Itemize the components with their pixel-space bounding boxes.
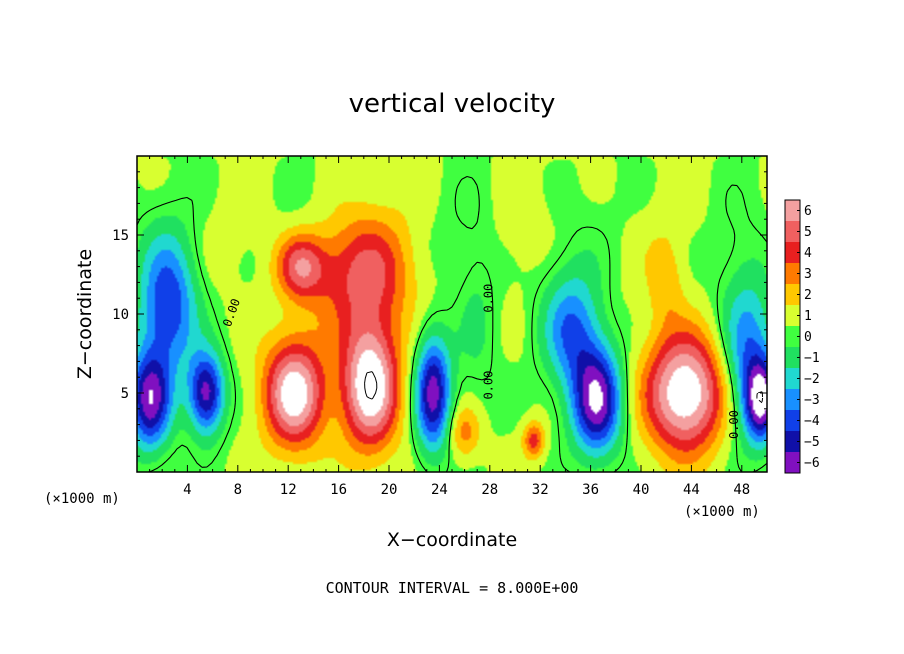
colorbar-swatch xyxy=(785,347,800,369)
plot-area: 0.00 0.000.000.00 xyxy=(136,155,768,473)
contour-label: 0.00 xyxy=(481,284,495,313)
colorbar-swatch xyxy=(785,221,800,243)
x-tick-label: 4 xyxy=(183,482,191,498)
contour-interval-note: CONTOUR INTERVAL = 8.000E+00 xyxy=(326,579,579,597)
colorbar-label: 5 xyxy=(804,225,812,240)
colorbar-swatch xyxy=(785,368,800,390)
x-tick-label: 36 xyxy=(582,482,599,498)
colorbar-swatch xyxy=(785,452,800,474)
y-axis-label: Z−coordinate xyxy=(74,249,96,379)
colorbar-swatch xyxy=(785,242,800,264)
zero-contour-lines xyxy=(137,175,767,472)
x-axis: 4 8 12 16 20 24 28 32 36 40 44 48 xyxy=(149,156,755,498)
colorbar-label: −5 xyxy=(804,435,820,450)
x-tick-label: 48 xyxy=(733,482,750,498)
colorbar-label: 6 xyxy=(804,204,812,219)
colorbar-label: −3 xyxy=(804,393,820,408)
contour-zero xyxy=(137,175,767,472)
colorbar-label: −4 xyxy=(804,414,820,429)
x-tick-label: 12 xyxy=(280,482,297,498)
colorbar-label: 4 xyxy=(804,246,812,261)
colorbar: 6 5 4 3 2 1 0 −1 −2 −3 −4 −5 −6 xyxy=(784,199,820,474)
colorbar-label: 1 xyxy=(804,309,812,324)
contour-plus-8 xyxy=(364,371,378,400)
colorbar-label: −2 xyxy=(804,372,820,387)
x-unit-left: (×1000 m) xyxy=(44,491,120,507)
contour-minus-8 xyxy=(756,391,764,404)
x-tick-label: 44 xyxy=(683,482,700,498)
colorbar-swatch xyxy=(785,200,800,222)
colorbar-swatch xyxy=(785,305,800,327)
contour-label: 0.00 xyxy=(727,410,741,439)
x-tick-label: 24 xyxy=(431,482,448,498)
x-tick-label: 28 xyxy=(481,482,498,498)
colorbar-label: 2 xyxy=(804,288,812,303)
x-tick-label: 8 xyxy=(234,482,242,498)
y-tick-label: 15 xyxy=(112,228,129,244)
chart-title: vertical velocity xyxy=(349,89,556,119)
colorbar-swatch xyxy=(785,431,800,453)
colorbar-swatch xyxy=(785,326,800,348)
colorbar-swatch xyxy=(785,410,800,432)
x-tick-label: 16 xyxy=(330,482,347,498)
x-tick-label: 20 xyxy=(381,482,398,498)
y-tick-label: 5 xyxy=(121,386,129,402)
colorbar-swatch xyxy=(785,284,800,306)
x-tick-label: 40 xyxy=(633,482,650,498)
colorbar-swatch xyxy=(785,389,800,411)
y-axis: 5 10 15 xyxy=(112,171,767,457)
x-tick-label: 32 xyxy=(532,482,549,498)
colorbar-label: 3 xyxy=(804,267,812,282)
x-unit-right: (×1000 m) xyxy=(684,504,760,520)
x-axis-label: X−coordinate xyxy=(387,529,517,551)
colorbar-label: −1 xyxy=(804,351,820,366)
colorbar-label: 0 xyxy=(804,330,812,345)
colorbar-swatch xyxy=(785,263,800,285)
contour-label: 0.00 xyxy=(481,371,495,400)
colorbar-label: −6 xyxy=(804,456,820,471)
y-tick-label: 10 xyxy=(112,307,129,323)
